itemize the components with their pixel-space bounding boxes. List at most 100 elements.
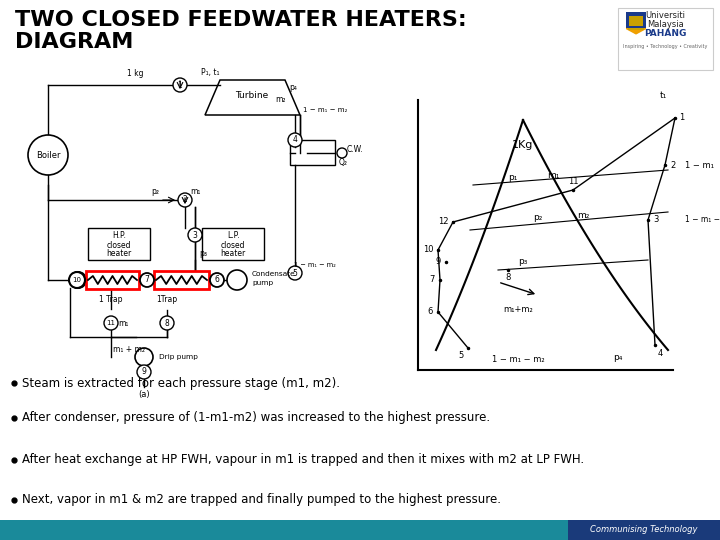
Text: 3: 3 <box>653 215 659 225</box>
Text: 2: 2 <box>183 195 187 205</box>
Bar <box>568 520 720 540</box>
Text: DIAGRAM: DIAGRAM <box>15 32 133 52</box>
Bar <box>629 16 643 26</box>
Text: p₂: p₂ <box>534 213 543 222</box>
Circle shape <box>288 133 302 147</box>
Text: Malaysia: Malaysia <box>647 20 683 29</box>
Circle shape <box>210 273 224 287</box>
Text: Steam is extracted for each pressure stage (m1, m2).: Steam is extracted for each pressure sta… <box>22 376 340 389</box>
Bar <box>618 8 713 70</box>
Text: m₁: m₁ <box>190 187 200 197</box>
Circle shape <box>135 348 153 366</box>
Text: 1 Trap: 1 Trap <box>99 295 122 305</box>
Text: p₁: p₁ <box>508 172 518 181</box>
Text: 1: 1 <box>680 113 685 123</box>
Circle shape <box>178 193 192 207</box>
Text: p₄: p₄ <box>613 354 623 362</box>
Text: Communising Technology: Communising Technology <box>590 525 698 535</box>
Text: Boiler: Boiler <box>36 151 60 159</box>
Text: 1 − m₁ − m₂: 1 − m₁ − m₂ <box>294 262 336 268</box>
Text: p₃: p₃ <box>518 258 528 267</box>
Text: m₂: m₂ <box>275 96 285 105</box>
Text: 9: 9 <box>436 258 441 267</box>
Text: 12: 12 <box>73 275 83 285</box>
Text: m₂: m₂ <box>577 212 589 220</box>
Text: 1 − m₁: 1 − m₁ <box>685 160 714 170</box>
Bar <box>628 17 644 30</box>
Bar <box>202 228 264 260</box>
Text: m₁: m₁ <box>546 171 559 179</box>
Text: 4: 4 <box>657 348 662 357</box>
Text: 6: 6 <box>215 275 220 285</box>
Text: 1Kg: 1Kg <box>513 140 534 150</box>
Text: 1 kg: 1 kg <box>127 69 143 78</box>
Text: 12: 12 <box>438 218 449 226</box>
Circle shape <box>337 148 347 158</box>
Text: m₁+m₂: m₁+m₂ <box>503 306 533 314</box>
Text: closed: closed <box>107 240 131 249</box>
Bar <box>626 12 646 28</box>
Text: p₃: p₃ <box>199 248 207 258</box>
Circle shape <box>140 273 154 287</box>
Circle shape <box>227 270 247 290</box>
Text: 11: 11 <box>107 320 115 326</box>
Text: 1: 1 <box>178 80 182 90</box>
Text: 7: 7 <box>145 275 150 285</box>
Text: 2: 2 <box>670 160 675 170</box>
Text: 5: 5 <box>292 268 297 278</box>
Polygon shape <box>626 15 646 34</box>
Circle shape <box>28 135 68 175</box>
Text: m₁: m₁ <box>118 319 128 327</box>
Text: 1 − m₁ − m₂: 1 − m₁ − m₂ <box>303 107 347 113</box>
Bar <box>290 140 335 165</box>
Text: Condensate: Condensate <box>252 271 296 277</box>
Text: PAHANG: PAHANG <box>644 29 686 38</box>
Text: 9: 9 <box>142 368 146 376</box>
Text: pump: pump <box>252 280 273 286</box>
Text: 10: 10 <box>73 277 81 283</box>
Text: m₁ + m₂: m₁ + m₂ <box>113 345 145 354</box>
Circle shape <box>104 316 118 330</box>
Text: p₄: p₄ <box>289 83 297 91</box>
Text: heater: heater <box>107 248 132 258</box>
Text: 5: 5 <box>459 352 464 361</box>
Text: 11: 11 <box>568 178 578 186</box>
Text: After condenser, pressure of (1-m1-m2) was increased to the highest pressure.: After condenser, pressure of (1-m1-m2) w… <box>22 411 490 424</box>
Text: 8: 8 <box>165 319 169 327</box>
Text: t₁: t₁ <box>660 91 667 99</box>
Bar <box>154 271 209 289</box>
Bar <box>86 271 139 289</box>
Text: 8: 8 <box>505 273 510 282</box>
Text: 1 − m₁ − m₂: 1 − m₁ − m₂ <box>492 355 544 364</box>
Bar <box>0 520 568 540</box>
Polygon shape <box>205 80 300 115</box>
Text: closed: closed <box>221 240 246 249</box>
Text: Q₂: Q₂ <box>338 158 348 166</box>
Text: 6: 6 <box>427 307 433 316</box>
Text: 4: 4 <box>292 136 297 145</box>
Text: (a): (a) <box>138 389 150 399</box>
Text: 1 − m₁ − m₂: 1 − m₁ − m₂ <box>685 215 720 225</box>
Circle shape <box>173 78 187 92</box>
Polygon shape <box>626 17 646 35</box>
Text: heater: heater <box>220 248 246 258</box>
Text: C.W.: C.W. <box>347 145 364 154</box>
Circle shape <box>188 228 202 242</box>
Text: After heat exchange at HP FWH, vapour in m1 is trapped and then it mixes with m2: After heat exchange at HP FWH, vapour in… <box>22 454 584 467</box>
Bar <box>88 228 150 260</box>
Circle shape <box>69 272 85 288</box>
Circle shape <box>70 272 86 288</box>
Text: Universiti: Universiti <box>645 11 685 20</box>
Circle shape <box>160 316 174 330</box>
Text: Turbine: Turbine <box>235 91 269 99</box>
Text: p₂: p₂ <box>151 187 159 197</box>
Text: 10: 10 <box>423 246 433 254</box>
Text: Next, vapor in m1 & m2 are trapped and finally pumped to the highest pressure.: Next, vapor in m1 & m2 are trapped and f… <box>22 494 501 507</box>
Circle shape <box>137 365 151 379</box>
Text: Inspiring • Technology • Creativity: Inspiring • Technology • Creativity <box>623 44 707 49</box>
Text: 7: 7 <box>429 275 435 285</box>
Text: 1Trap: 1Trap <box>156 295 178 305</box>
Text: TWO CLOSED FEEDWATER HEATERS:: TWO CLOSED FEEDWATER HEATERS: <box>15 10 467 30</box>
Text: 3: 3 <box>192 231 197 240</box>
Text: Drip pump: Drip pump <box>159 354 198 360</box>
